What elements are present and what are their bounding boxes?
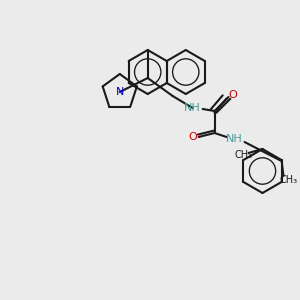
Text: O: O <box>188 132 197 142</box>
Text: NH: NH <box>226 134 243 144</box>
Text: CH₃: CH₃ <box>235 150 253 160</box>
Text: O: O <box>228 90 237 100</box>
Text: CH₃: CH₃ <box>279 175 298 185</box>
Text: NH: NH <box>184 103 201 113</box>
Text: N: N <box>116 87 124 97</box>
